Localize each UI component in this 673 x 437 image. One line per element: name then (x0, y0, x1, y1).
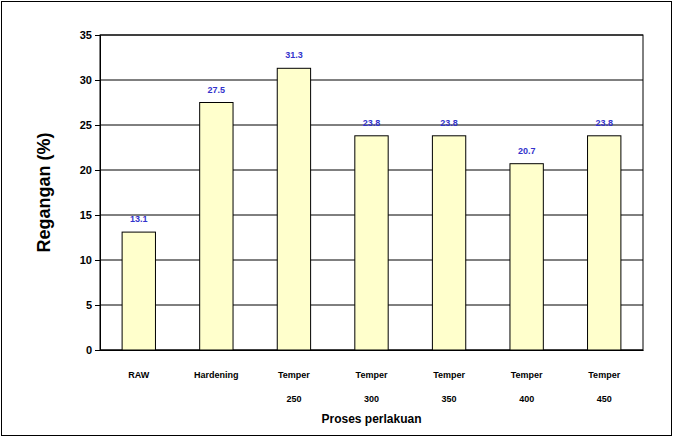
bar (200, 103, 233, 351)
x-tick-label-line: Temper (433, 370, 465, 380)
y-tick-label: 10 (80, 254, 92, 266)
y-tick-label: 20 (80, 164, 92, 176)
y-axis-line (95, 36, 101, 351)
y-tick-mark (95, 35, 100, 36)
x-tick-label: Temper 350 (433, 370, 465, 404)
data-labels: 13.1 27.5 31.3 23.8 23.8 20.7 23.8 (130, 50, 613, 224)
y-tick-mark (95, 125, 100, 126)
y-tick-label: 5 (86, 299, 92, 311)
grid (100, 35, 643, 350)
y-tick-mark (95, 260, 100, 261)
x-tick-label-line: Temper (588, 370, 620, 380)
y-tick: 10 (80, 254, 100, 266)
data-label: 13.1 (130, 214, 148, 224)
x-tick: RAW (128, 350, 150, 380)
bar (588, 136, 621, 350)
bar (122, 232, 155, 350)
data-label: 23.8 (595, 118, 613, 128)
x-tick: Temper 250 (278, 350, 310, 404)
bars (122, 68, 621, 350)
bar (432, 136, 465, 350)
bar (277, 68, 310, 350)
x-tick-label-line: Temper (511, 370, 543, 380)
x-tick-label-line: Temper (356, 370, 388, 380)
y-tick-label: 15 (80, 209, 92, 221)
x-axis: RAWHardeningTemper250Temper300Temper350T… (101, 350, 644, 404)
data-label: 23.8 (440, 118, 458, 128)
plot-frame (100, 35, 643, 350)
y-tick: 0 (86, 344, 100, 356)
plot: 13.1 27.5 31.3 23.8 23.8 20.7 23.8 0 5 10 15 20 25 30… (80, 29, 644, 404)
x-tick-label: Temper 450 (588, 370, 620, 404)
x-tick-label-line: 450 (597, 394, 612, 404)
y-tick: 30 (80, 74, 100, 86)
y-tick: 25 (80, 119, 100, 131)
y-tick: 5 (86, 299, 100, 311)
y-tick-mark (95, 80, 100, 81)
y-tick-mark (95, 305, 100, 306)
x-tick-label: Temper 300 (356, 370, 388, 404)
chart: 13.1 27.5 31.3 23.8 23.8 20.7 23.8 0 5 10 15 20 25 30… (0, 0, 673, 437)
y-tick-label: 30 (80, 74, 92, 86)
y-tick-label: 0 (86, 344, 92, 356)
x-tick-label-line: RAW (128, 370, 150, 380)
chart-frame (2, 2, 672, 436)
x-tick: Hardening (194, 350, 239, 380)
x-tick-label: Temper 400 (511, 370, 543, 404)
x-tick-label: Hardening (194, 370, 239, 380)
y-tick: 15 (80, 209, 100, 221)
y-axis: 0 5 10 15 20 25 30 35 (80, 29, 101, 356)
data-label: 20.7 (518, 146, 536, 156)
x-tick-label: Temper 250 (278, 370, 310, 404)
x-tick: Temper 400 (511, 350, 543, 404)
x-tick-label-line: 300 (364, 394, 379, 404)
bar (355, 136, 388, 350)
y-axis-title: Regangan (%) (34, 132, 54, 252)
data-label: 31.3 (285, 50, 303, 60)
data-label: 27.5 (208, 85, 226, 95)
y-tick-mark (95, 170, 100, 171)
x-tick-label-line: 250 (286, 394, 301, 404)
y-tick-label: 25 (80, 119, 92, 131)
grid-line (100, 80, 643, 81)
x-tick-label-line: 400 (519, 394, 534, 404)
x-tick: Temper 450 (588, 350, 620, 404)
bar (510, 164, 543, 350)
x-axis-line (101, 350, 644, 351)
x-tick-label-line: Temper (278, 370, 310, 380)
data-label: 23.8 (363, 118, 381, 128)
y-tick-mark (95, 215, 100, 216)
y-tick: 20 (80, 164, 100, 176)
y-tick-mark (95, 350, 100, 351)
x-tick: Temper 350 (433, 350, 465, 404)
y-tick-label: 35 (80, 29, 92, 41)
x-tick-label-line: Hardening (194, 370, 239, 380)
x-tick-label: RAW (128, 370, 150, 380)
x-tick-label-line: 350 (442, 394, 457, 404)
y-tick: 35 (80, 29, 100, 41)
x-tick: Temper 300 (356, 350, 388, 404)
x-axis-title: Proses perlakuan (321, 412, 421, 426)
